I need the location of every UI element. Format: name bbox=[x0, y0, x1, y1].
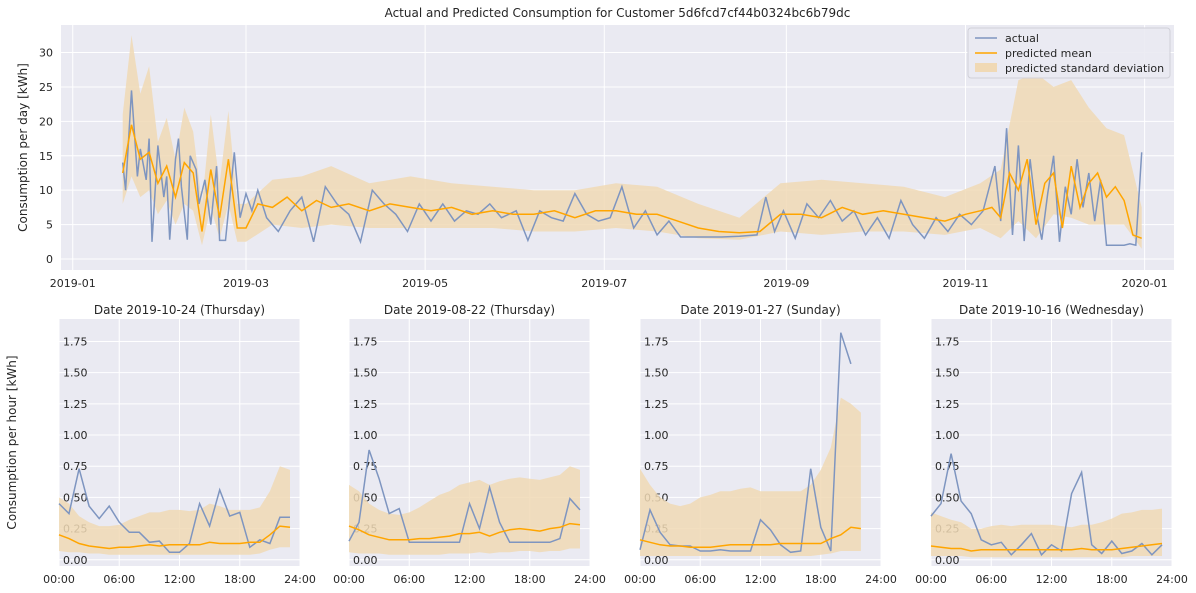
y-tick-label: 1.75 bbox=[644, 335, 669, 348]
x-tick-label: 2019-03 bbox=[223, 277, 269, 290]
x-tick-label: 18:00 bbox=[224, 573, 256, 586]
x-tick-label: 2019-09 bbox=[763, 277, 809, 290]
x-tick-label: 06:00 bbox=[975, 573, 1007, 586]
mean-line bbox=[348, 522, 581, 541]
x-tick-label: 18:00 bbox=[1096, 573, 1128, 586]
x-tick-label: 00:00 bbox=[624, 573, 656, 586]
y-tick-label: 20 bbox=[39, 115, 53, 128]
main-title: Actual and Predicted Consumption for Cus… bbox=[385, 6, 851, 20]
x-tick-label: 18:00 bbox=[514, 573, 546, 586]
y-tick-label: 1.00 bbox=[935, 429, 960, 442]
y-tick-label: 1.50 bbox=[935, 367, 960, 380]
y-tick-label: 15 bbox=[39, 150, 53, 163]
actual-line bbox=[348, 449, 581, 544]
y-tick-label: 1.25 bbox=[353, 398, 378, 411]
main-daily-chart: 0 5 10 15 20 25 30 2019-01 2019-03 2019-05 2019-07… bbox=[16, 6, 1174, 290]
y-tick-label: 0.00 bbox=[353, 554, 378, 567]
mean-line bbox=[121, 124, 1142, 239]
x-tick-label: 24:00 bbox=[574, 573, 606, 586]
y-tick-label: 1.75 bbox=[935, 335, 960, 348]
x-tick-label: 2019-07 bbox=[581, 277, 627, 290]
x-tick-label: 00:00 bbox=[915, 573, 947, 586]
y-tick-label: 1.75 bbox=[353, 335, 378, 348]
y-tick-label: 1.50 bbox=[353, 367, 378, 380]
x-tick-label: 24:00 bbox=[865, 573, 897, 586]
x-tick-label: 00:00 bbox=[43, 573, 75, 586]
y-tick-label: 0.00 bbox=[63, 554, 88, 567]
y-tick-label: 1.00 bbox=[644, 429, 669, 442]
legend-std-label: predicted standard deviation bbox=[1005, 62, 1164, 75]
x-tick-label: 12:00 bbox=[745, 573, 777, 586]
legend-mean-label: predicted mean bbox=[1005, 47, 1092, 60]
y-tick-label: 0.00 bbox=[644, 554, 669, 567]
hourly-chart-4: 0.000.250.500.751.001.251.501.7500:0006:… bbox=[915, 303, 1188, 586]
legend-actual-label: actual bbox=[1005, 32, 1039, 45]
hourly-chart-3: 0.000.250.500.751.001.251.501.7500:0006:… bbox=[624, 303, 897, 586]
legend: actual predicted mean predicted standard d… bbox=[967, 27, 1171, 79]
main-ylabel: Consumption per day [kWh] bbox=[16, 63, 30, 232]
subplot-title: Date 2019-10-24 (Thursday) bbox=[94, 303, 265, 317]
mean-line bbox=[930, 542, 1163, 552]
x-tick-label: 12:00 bbox=[454, 573, 486, 586]
x-tick-label: 06:00 bbox=[103, 573, 135, 586]
x-tick-label: 06:00 bbox=[393, 573, 425, 586]
x-tick-label: 00:00 bbox=[333, 573, 365, 586]
hourly-chart-2: 0.000.250.500.751.001.251.501.7500:0006:… bbox=[333, 303, 606, 586]
y-tick-label: 25 bbox=[39, 81, 53, 94]
std-band bbox=[59, 466, 290, 555]
x-tick-label: 2019-01 bbox=[50, 277, 96, 290]
x-tick-label: 2020-01 bbox=[1122, 277, 1168, 290]
subplot-ylabel: Consumption per hour [kWh] bbox=[5, 355, 19, 529]
y-tick-label: 1.50 bbox=[644, 367, 669, 380]
x-tick-label: 24:00 bbox=[1156, 573, 1188, 586]
y-tick-label: 10 bbox=[39, 184, 53, 197]
y-tick-label: 30 bbox=[39, 47, 53, 60]
subplot-title: Date 2019-10-16 (Wednesday) bbox=[959, 303, 1144, 317]
y-tick-label: 0 bbox=[46, 253, 53, 266]
x-tick-label: 24:00 bbox=[284, 573, 316, 586]
y-tick-label: 1.50 bbox=[63, 367, 88, 380]
y-tick-label: 1.75 bbox=[63, 335, 88, 348]
hourly-chart-1: 0.000.250.500.751.001.251.501.7500:0006:… bbox=[5, 303, 316, 586]
actual-line bbox=[58, 468, 290, 554]
std-band bbox=[640, 397, 861, 556]
y-tick-label: 1.25 bbox=[644, 398, 669, 411]
y-tick-label: 0.00 bbox=[935, 554, 960, 567]
y-tick-label: 0.50 bbox=[935, 491, 960, 504]
x-tick-label: 12:00 bbox=[164, 573, 196, 586]
y-tick-label: 1.00 bbox=[353, 429, 378, 442]
legend-std-swatch bbox=[975, 63, 997, 72]
subplot-title: Date 2019-01-27 (Sunday) bbox=[680, 303, 840, 317]
y-tick-label: 1.00 bbox=[63, 429, 88, 442]
y-tick-label: 0.75 bbox=[353, 460, 378, 473]
subplot-title: Date 2019-08-22 (Thursday) bbox=[384, 303, 555, 317]
x-tick-label: 06:00 bbox=[684, 573, 716, 586]
x-tick-label: 2019-11 bbox=[943, 277, 989, 290]
y-tick-label: 1.25 bbox=[63, 398, 88, 411]
legend-box bbox=[967, 27, 1171, 79]
x-tick-label: 12:00 bbox=[1036, 573, 1068, 586]
y-tick-label: 0.75 bbox=[63, 460, 88, 473]
std-band bbox=[931, 508, 1162, 558]
mean-line bbox=[58, 525, 291, 550]
x-tick-label: 18:00 bbox=[805, 573, 837, 586]
mean-line bbox=[639, 526, 861, 549]
y-tick-label: 1.25 bbox=[935, 398, 960, 411]
y-tick-label: 0.50 bbox=[63, 491, 88, 504]
y-tick-label: 5 bbox=[46, 219, 53, 232]
x-tick-label: 2019-05 bbox=[402, 277, 448, 290]
y-tick-label: 0.75 bbox=[644, 460, 669, 473]
